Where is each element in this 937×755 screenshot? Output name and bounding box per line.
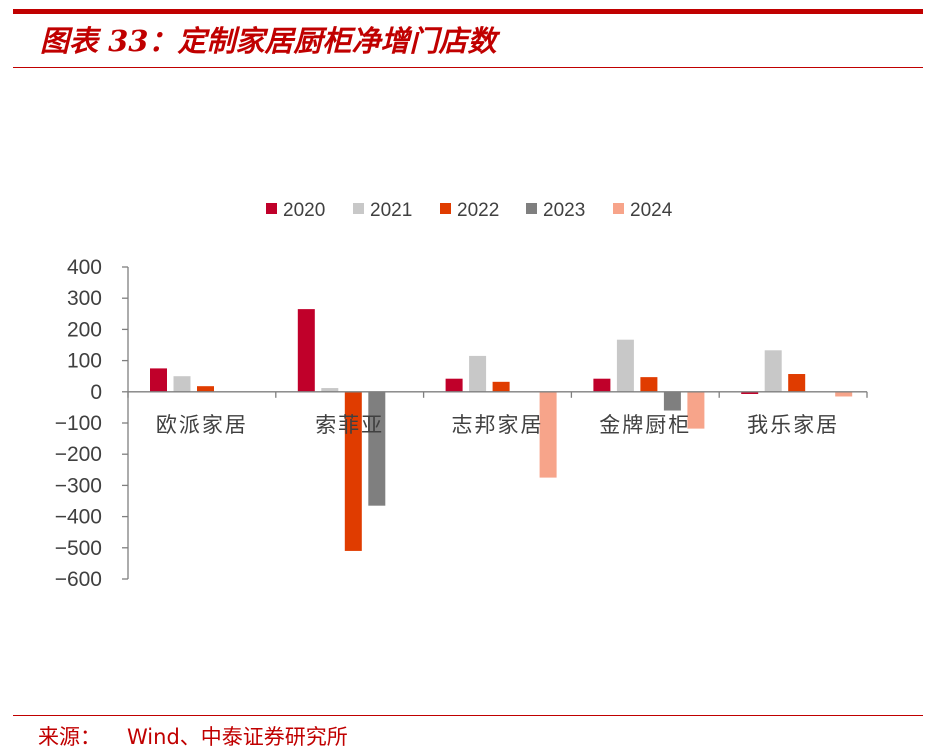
y-tick-label: −400 bbox=[55, 506, 102, 529]
legend-label-2024: 2024 bbox=[630, 200, 673, 221]
legend-label-2020: 2020 bbox=[283, 200, 325, 221]
y-tick-label: −200 bbox=[55, 443, 102, 466]
bar-2024 bbox=[539, 391, 557, 478]
bar-2021 bbox=[764, 350, 782, 392]
bar-2024 bbox=[687, 391, 705, 429]
x-category-label: 我乐家居 bbox=[747, 413, 839, 437]
bar-2020 bbox=[150, 368, 167, 392]
bar-2022 bbox=[197, 386, 214, 392]
chart-legend: 2020 2021 2022 2023 2024 bbox=[266, 200, 673, 221]
y-tick-label: −600 bbox=[55, 568, 102, 591]
x-category-label: 索菲亚 bbox=[315, 413, 384, 437]
top-rule bbox=[13, 9, 923, 14]
source-label: 来源： bbox=[38, 725, 101, 749]
legend-swatch-2022 bbox=[440, 203, 451, 214]
legend-label-2022: 2022 bbox=[457, 200, 499, 221]
bar-2023 bbox=[663, 391, 681, 411]
bar-2021 bbox=[173, 376, 191, 392]
y-tick-label: 300 bbox=[67, 287, 102, 310]
x-category-label: 欧派家居 bbox=[156, 413, 248, 437]
bar-2021 bbox=[469, 355, 487, 392]
chart-bars bbox=[150, 309, 853, 551]
source-text: Wind、中泰证券研究所 bbox=[127, 725, 348, 749]
bar-2022 bbox=[492, 381, 510, 392]
y-tick-label: 0 bbox=[90, 381, 102, 404]
bar-2020 bbox=[445, 378, 463, 392]
y-tick-label: 100 bbox=[67, 350, 102, 373]
y-tick-label: 200 bbox=[67, 318, 102, 341]
bottom-rule bbox=[13, 715, 923, 716]
legend-swatch-2021 bbox=[353, 203, 364, 214]
y-tick-label: −300 bbox=[55, 474, 102, 497]
bar-2022 bbox=[788, 374, 806, 392]
legend-swatch-2020 bbox=[266, 203, 277, 214]
x-category-label: 金牌厨柜 bbox=[599, 413, 691, 437]
bar-chart: 2020 2021 2022 2023 2024 400 300 200 100 0 −100 −2… bbox=[55, 200, 868, 591]
legend-label-2021: 2021 bbox=[370, 200, 412, 221]
bar-2024 bbox=[835, 391, 853, 397]
title-rule bbox=[13, 67, 923, 68]
y-tick-label: −500 bbox=[55, 537, 102, 560]
y-tick-label: −100 bbox=[55, 412, 102, 435]
bar-2021 bbox=[321, 388, 339, 392]
page-title: 图表 33：定制家居厨柜净增门店数 bbox=[40, 24, 497, 58]
bar-2022 bbox=[344, 391, 362, 551]
bar-2023 bbox=[368, 391, 386, 506]
bar-2022 bbox=[640, 377, 658, 392]
legend-swatch-2023 bbox=[526, 203, 537, 214]
bar-2021 bbox=[616, 339, 634, 392]
y-axis: 400 300 200 100 0 −100 −200 −300 −400 −500 −600 bbox=[55, 256, 129, 591]
x-axis: 欧派家居 索菲亚 志邦家居 金牌厨柜 我乐家居 bbox=[127, 391, 868, 437]
bar-2020 bbox=[593, 378, 611, 392]
y-tick-label: 400 bbox=[67, 256, 102, 279]
source-note: 来源： Wind、中泰证券研究所 bbox=[38, 721, 348, 751]
bar-2020 bbox=[741, 391, 759, 394]
x-category-label: 志邦家居 bbox=[452, 413, 544, 437]
legend-swatch-2024 bbox=[613, 203, 624, 214]
bar-2020 bbox=[297, 309, 315, 392]
legend-label-2023: 2023 bbox=[543, 200, 585, 221]
